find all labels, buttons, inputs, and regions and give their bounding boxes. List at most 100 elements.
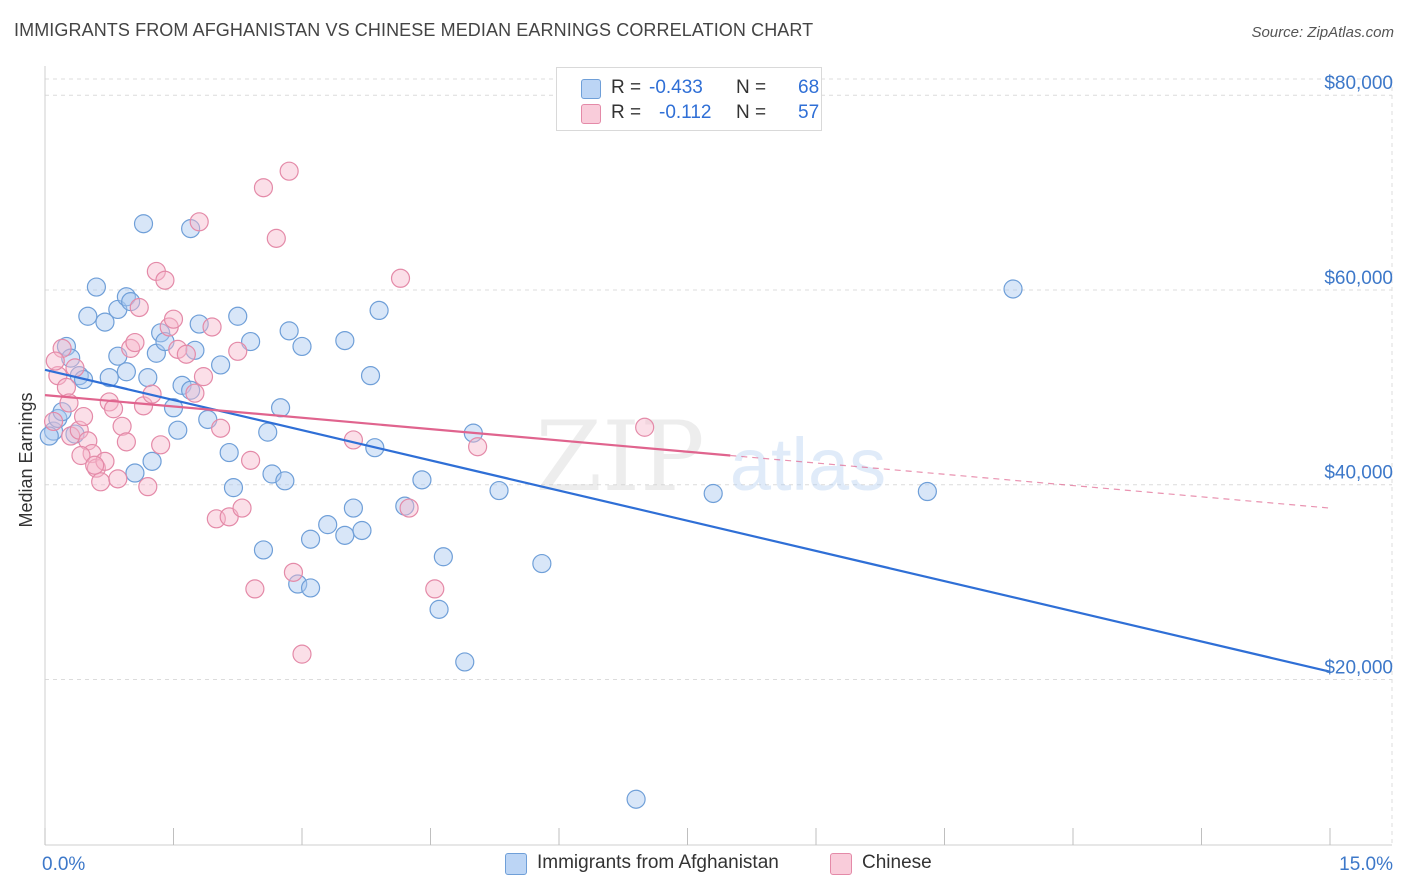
y-axis-label: Median Earnings (16, 392, 36, 527)
point-chinese (176, 344, 196, 364)
point-afghanistan (279, 321, 299, 341)
point-afghanistan (241, 331, 261, 352)
point-afghanistan (626, 789, 646, 809)
point-chinese (202, 317, 222, 337)
point-afghanistan (116, 362, 136, 382)
legend-r-value: -0.433 (649, 77, 703, 98)
point-chinese (211, 418, 231, 438)
trend-line-chinese-extension (730, 454, 1331, 509)
point-afghanistan (253, 540, 274, 560)
point-chinese (45, 351, 65, 371)
point-chinese (189, 212, 209, 232)
y-tick-label: $80,000 (1324, 73, 1393, 94)
point-chinese (253, 178, 274, 198)
point-afghanistan (360, 366, 381, 386)
point-chinese (112, 416, 132, 436)
point-afghanistan (219, 442, 239, 463)
point-afghanistan (335, 525, 355, 545)
point-chinese (91, 472, 111, 492)
point-afghanistan (95, 312, 115, 332)
point-afghanistan (433, 547, 453, 567)
point-afghanistan (39, 426, 59, 446)
legend-n-label: N = (736, 77, 767, 98)
point-afghanistan (270, 398, 291, 418)
point-chinese (283, 562, 304, 582)
point-afghanistan (489, 480, 509, 501)
legend-n-value: 57 (798, 102, 820, 123)
point-afghanistan (369, 300, 389, 321)
point-chinese (151, 435, 171, 455)
series-afghanistan-points (39, 214, 1023, 809)
point-afghanistan (343, 498, 363, 518)
point-afghanistan (335, 330, 355, 351)
y-tick-label: $40,000 (1324, 463, 1393, 484)
series-chinese-points (43, 161, 655, 664)
chart-title: IMMIGRANTS FROM AFGHANISTAN VS CHINESE M… (14, 20, 814, 40)
watermark-zip: ZIP (535, 401, 704, 513)
point-chinese (185, 383, 205, 403)
point-afghanistan (532, 553, 552, 574)
trend-line-chinese (44, 394, 731, 457)
point-chinese (399, 498, 419, 518)
watermark: ZIP atlas (535, 401, 886, 513)
point-afghanistan (429, 599, 449, 619)
point-chinese (232, 498, 252, 518)
x-tick-label: 0.0% (42, 854, 85, 875)
legend-r-label: R = (611, 102, 642, 123)
bottom-legend-swatch-blue (505, 853, 527, 875)
trend-lines (44, 368, 1331, 673)
point-afghanistan (211, 355, 231, 375)
point-afghanistan (917, 481, 937, 502)
y-tick-label: $60,000 (1324, 268, 1393, 289)
legend-r-value: -0.112 (659, 102, 712, 123)
point-afghanistan (168, 420, 188, 440)
bottom-legend-swatch-pink (830, 853, 852, 875)
point-chinese (138, 477, 158, 497)
point-chinese (71, 445, 91, 466)
legend-n-label: N = (736, 102, 767, 123)
bottom-legend-label: Immigrants from Afghanistan (537, 852, 779, 873)
point-chinese (279, 161, 299, 181)
point-chinese (43, 411, 64, 432)
point-chinese (116, 432, 136, 452)
point-afghanistan (292, 336, 312, 357)
point-chinese (241, 450, 261, 470)
point-chinese (266, 228, 286, 248)
point-chinese (65, 358, 85, 378)
point-chinese (193, 367, 214, 387)
point-afghanistan (138, 368, 158, 388)
point-chinese (390, 268, 411, 288)
point-chinese (292, 644, 312, 664)
point-afghanistan (703, 483, 723, 504)
point-chinese (56, 377, 77, 397)
point-afghanistan (352, 520, 372, 541)
point-afghanistan (142, 451, 162, 471)
watermark-atlas: atlas (730, 423, 886, 506)
point-chinese (245, 579, 265, 599)
correlation-legend: R = -0.433 N = 68 R = -0.112 N = 57 (556, 67, 822, 131)
point-chinese (95, 451, 115, 471)
point-chinese (163, 309, 184, 329)
point-afghanistan (258, 422, 278, 442)
source-note: Source: ZipAtlas.com (1251, 24, 1394, 41)
legend-n-value: 68 (798, 77, 820, 98)
point-chinese (73, 406, 94, 427)
legend-swatch-pink (581, 104, 601, 124)
point-chinese (228, 341, 248, 361)
point-afghanistan (99, 368, 119, 388)
point-afghanistan (412, 470, 432, 490)
point-chinese (425, 579, 445, 599)
point-chinese (103, 399, 124, 419)
x-tick-label: 15.0% (1339, 854, 1393, 875)
point-afghanistan (1003, 279, 1023, 299)
axes (44, 66, 1392, 846)
point-afghanistan (125, 463, 145, 483)
tick-labels: $20,000 $40,000 $60,000 $80,000 0.0% 15.0% (42, 73, 1393, 875)
legend-r-label: R = (611, 77, 642, 98)
point-afghanistan (133, 214, 154, 234)
point-chinese (468, 437, 488, 457)
point-afghanistan (228, 306, 248, 326)
point-afghanistan (300, 529, 321, 549)
point-afghanistan (86, 277, 107, 297)
